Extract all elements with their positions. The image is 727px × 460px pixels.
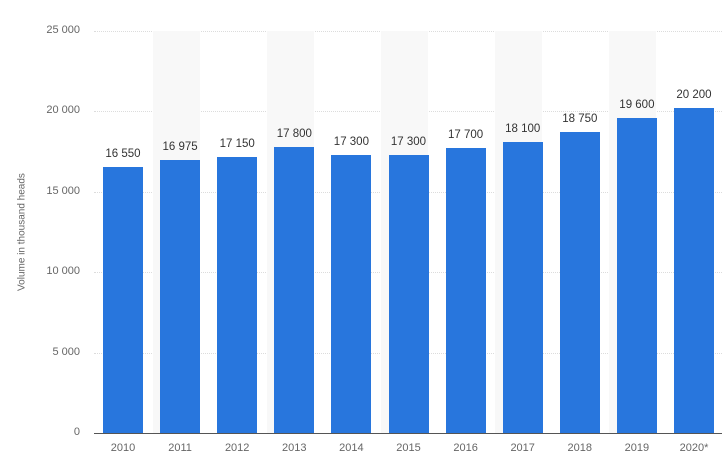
bar-2011[interactable] bbox=[160, 160, 201, 433]
bar-2012[interactable] bbox=[217, 157, 258, 433]
x-tick-label: 2016 bbox=[453, 442, 478, 454]
y-axis-label: Volume in thousand heads bbox=[16, 173, 28, 291]
bar-2020*[interactable] bbox=[674, 108, 714, 433]
x-tick-label: 2013 bbox=[282, 442, 307, 454]
x-tick-label: 2014 bbox=[339, 442, 364, 454]
y-tick-label: 15 000 bbox=[46, 184, 80, 197]
value-label: 17 150 bbox=[219, 138, 255, 151]
bar-2015[interactable] bbox=[388, 154, 429, 433]
bar-2014[interactable] bbox=[331, 154, 372, 433]
value-label: 16 975 bbox=[162, 141, 198, 154]
y-tick-label: 5 000 bbox=[52, 345, 80, 358]
x-tick-label: 2017 bbox=[510, 442, 535, 454]
value-label: 17 800 bbox=[276, 127, 312, 140]
y-tick-label: 0 bbox=[73, 426, 80, 438]
x-tick-label: 2019 bbox=[624, 442, 650, 454]
x-tick-label: 2015 bbox=[396, 442, 421, 454]
bar-2019[interactable] bbox=[616, 117, 657, 433]
bar-2013[interactable] bbox=[274, 146, 315, 433]
x-tick-label: 2010 bbox=[110, 442, 136, 454]
bar-2016[interactable] bbox=[445, 148, 486, 433]
x-tick-label: 2012 bbox=[224, 442, 250, 454]
x-tick-label: 2018 bbox=[567, 442, 593, 454]
x-tick-label: 2020* bbox=[679, 442, 709, 454]
value-label: 18 750 bbox=[562, 112, 598, 125]
x-axis-line bbox=[94, 433, 722, 434]
y-tick-label: 10 000 bbox=[46, 265, 80, 278]
y-tick-label: 20 000 bbox=[46, 104, 80, 117]
value-label: 17 700 bbox=[448, 129, 484, 142]
value-label: 17 300 bbox=[333, 135, 369, 148]
value-label: 20 200 bbox=[676, 89, 712, 102]
bar-2010[interactable] bbox=[103, 166, 143, 433]
x-tick-label: 2011 bbox=[168, 442, 192, 454]
value-label: 18 100 bbox=[505, 122, 541, 135]
value-label: 19 600 bbox=[619, 98, 655, 111]
value-label: 17 300 bbox=[390, 135, 427, 148]
bar-2018[interactable] bbox=[559, 131, 600, 433]
value-label: 16 550 bbox=[105, 147, 141, 160]
bar-2017[interactable] bbox=[502, 141, 543, 433]
y-tick-label: 25 000 bbox=[46, 24, 80, 36]
